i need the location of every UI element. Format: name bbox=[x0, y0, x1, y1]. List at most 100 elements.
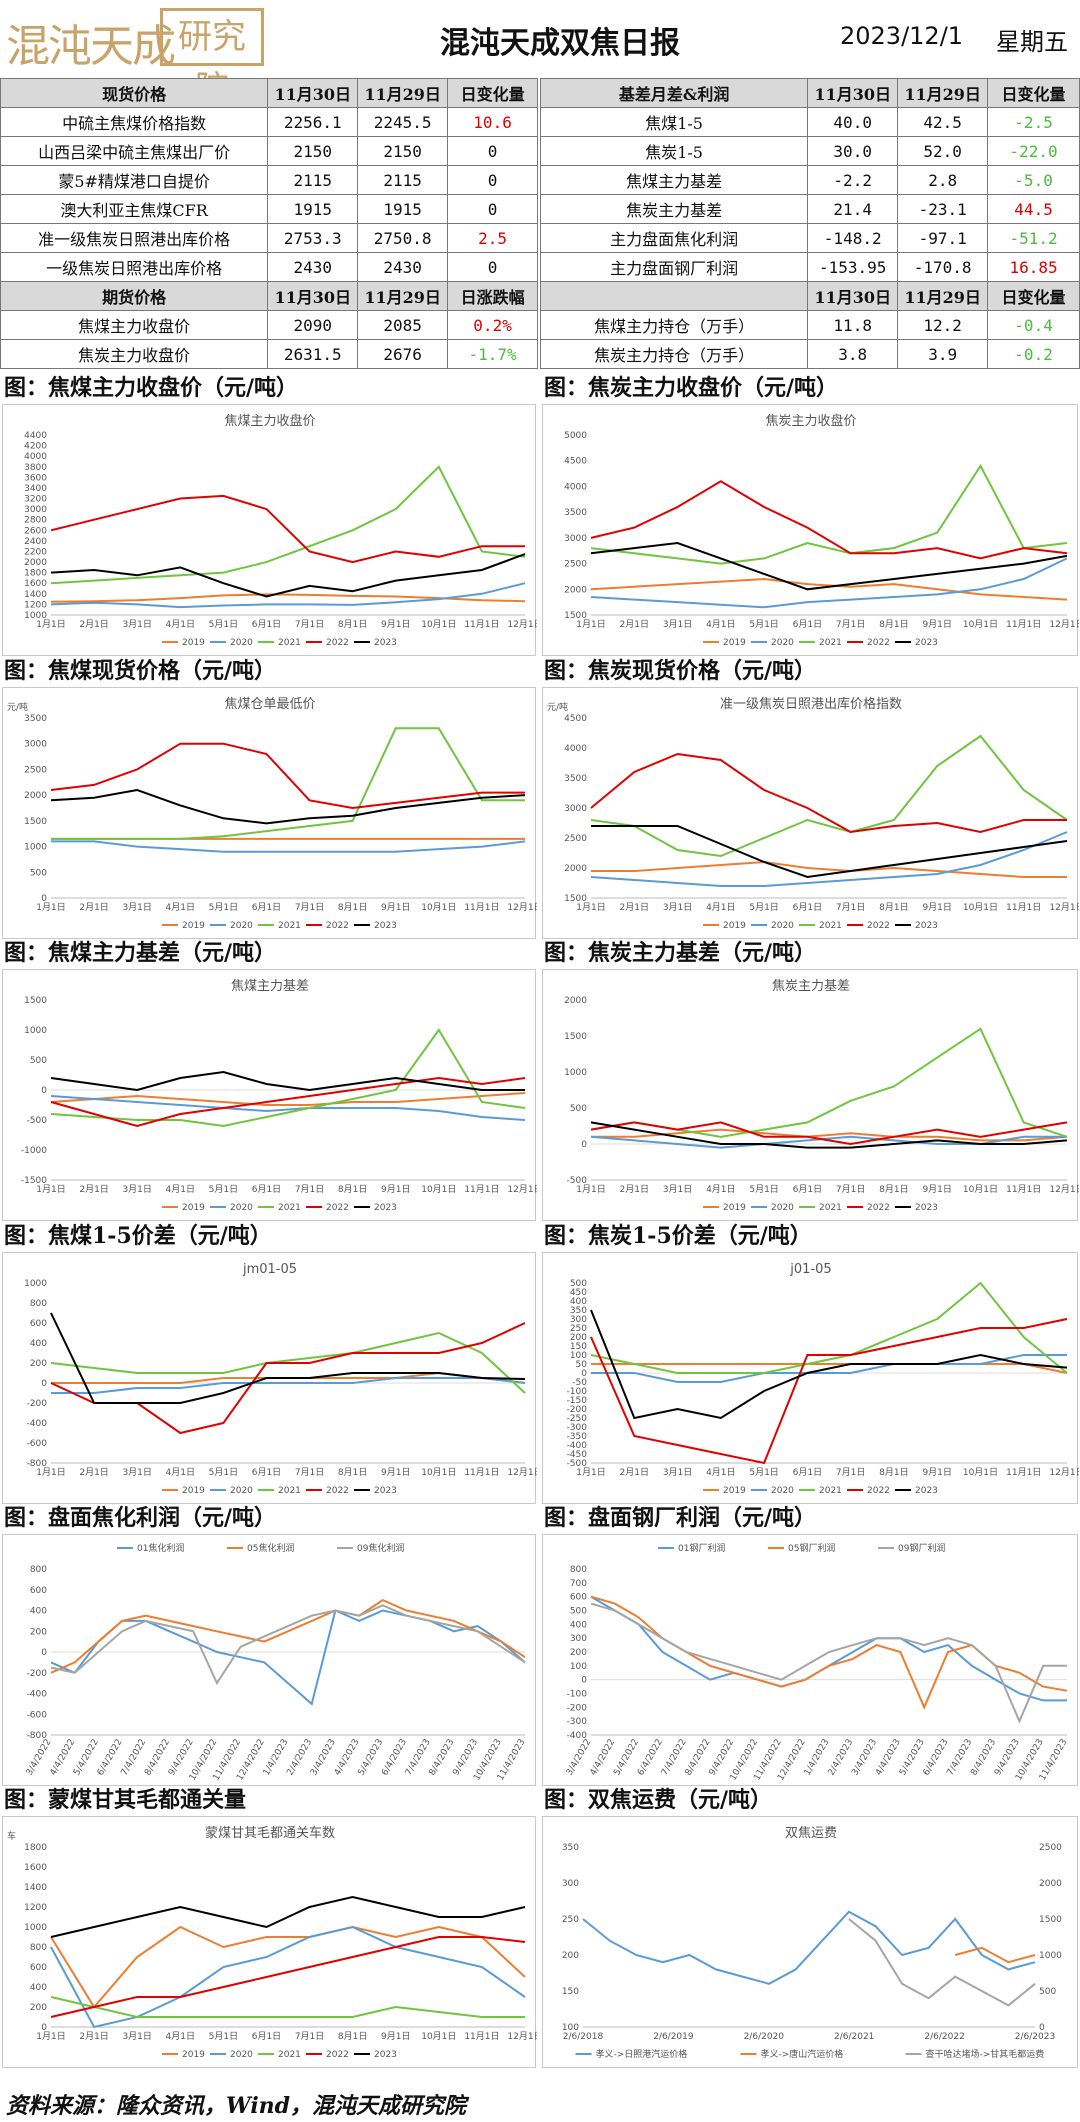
chart-title: 焦炭主力基差 bbox=[772, 979, 850, 994]
y-tick-label: 1800 bbox=[24, 1843, 47, 1853]
column-header: 日变化量 bbox=[987, 78, 1080, 108]
y-tick-label: 300 bbox=[562, 1879, 579, 1889]
spot-price-table: 现货价格 11月30日 11月29日 日变化量 中硫主焦煤价格指数 2256.1 2245.… bbox=[0, 78, 538, 369]
value-previous: 3.9 bbox=[897, 339, 989, 369]
legend-label: 09钢厂利润 bbox=[898, 1542, 945, 1554]
x-tick-label: 10月1日 bbox=[963, 902, 998, 913]
x-tick-label: 5月1日 bbox=[749, 1184, 778, 1195]
y-tick-label: 500 bbox=[570, 1607, 587, 1617]
row-label: 中硫主焦煤价格指数 bbox=[0, 107, 269, 137]
legend-label: 2020 bbox=[771, 1486, 794, 1496]
y-tick-label: 200 bbox=[30, 1359, 47, 1369]
chart-title: 焦煤主力基差 bbox=[231, 979, 309, 994]
row-label: 澳大利亚主焦煤CFR bbox=[0, 194, 269, 224]
y-tick-label: 500 bbox=[570, 1104, 587, 1114]
x-tick-label: 6月1日 bbox=[252, 1467, 281, 1478]
y2-tick-label: 1000 bbox=[1039, 1951, 1062, 1961]
legend-label: 2023 bbox=[374, 2050, 397, 2060]
y-tick-label: -300 bbox=[567, 1717, 588, 1727]
row-label: 焦煤主力收盘价 bbox=[0, 310, 269, 340]
legend-label: 2020 bbox=[230, 1486, 253, 1496]
section-title: 图：焦煤1-5价差（元/吨） bbox=[4, 1223, 272, 1249]
section-title: 图：双焦运费（元/吨） bbox=[544, 1787, 773, 1813]
x-tick-label: 12月1日 bbox=[1049, 619, 1079, 630]
y-tick-label: 2500 bbox=[24, 765, 47, 775]
legend-label: 2022 bbox=[867, 921, 890, 931]
legend-label: 2023 bbox=[915, 921, 938, 931]
y-tick-label: -300 bbox=[567, 1423, 588, 1433]
line-chart: 双焦运费 100 150 200 250 300 350 2/6/2018 2/6/2019 2/… bbox=[562, 1826, 1062, 2060]
value-current: 11.8 bbox=[807, 310, 899, 340]
line-chart: 蒙煤甘其毛都通关车数 车 0 200 400 600 800 1000 1200 1400 1600… bbox=[7, 1825, 537, 2060]
series-line-2020 bbox=[51, 1377, 526, 1394]
table-row: 山西吕梁中硫主焦煤出厂价 2150 2150 0 bbox=[0, 136, 538, 166]
series-line-2020 bbox=[591, 1354, 1067, 1383]
x-tick-label: 11月1日 bbox=[464, 2031, 499, 2042]
value-previous: -170.8 bbox=[897, 252, 989, 282]
y-tick-label: 0 bbox=[581, 1140, 587, 1150]
x-tick-label: 12月1日 bbox=[507, 619, 537, 630]
y-tick-label: 3200 bbox=[24, 495, 47, 505]
y-tick-label: 400 bbox=[30, 1339, 47, 1349]
x-tick-label: 1月1日 bbox=[36, 1184, 65, 1195]
x-tick-label: 2月1日 bbox=[79, 619, 108, 630]
logo-text-b: 研究院 bbox=[160, 8, 264, 109]
y-tick-label: 1000 bbox=[24, 611, 47, 621]
legend-label: 2021 bbox=[278, 1486, 301, 1496]
legend-label: 2023 bbox=[374, 1203, 397, 1213]
legend-label: 2020 bbox=[771, 921, 794, 931]
y-tick-label: 2200 bbox=[24, 547, 47, 557]
y-tick-label: 3500 bbox=[564, 508, 587, 518]
value-previous: 2676 bbox=[357, 339, 449, 369]
report-title: 混沌天成双焦日报 bbox=[440, 26, 680, 61]
series-line-2022 bbox=[590, 752, 1067, 834]
line-chart: 焦炭主力收盘价 1500 2000 2500 3000 3500 4000 4500 5000 1… bbox=[564, 413, 1079, 648]
section-title: 图：焦煤主力收盘价（元/吨） bbox=[4, 375, 299, 401]
y-tick-label: -400 bbox=[27, 1690, 48, 1700]
series-line-2021 bbox=[50, 465, 526, 585]
series-line-2023 bbox=[50, 788, 526, 825]
legend-label: 2020 bbox=[771, 638, 794, 648]
table-row: 蒙5#精煤港口自提价 2115 2115 0 bbox=[0, 165, 538, 195]
x-tick-label: 12月1日 bbox=[507, 902, 537, 913]
legend-label: 2021 bbox=[278, 2050, 301, 2060]
legend-label: 2020 bbox=[230, 921, 253, 931]
y-tick-label: 600 bbox=[30, 1319, 47, 1329]
y2-tick-label: 1500 bbox=[1039, 1915, 1062, 1925]
value-current: -153.95 bbox=[807, 252, 899, 282]
y-tick-label: 1500 bbox=[24, 996, 47, 1006]
row-label: 焦煤主力基差 bbox=[539, 165, 809, 195]
report-weekday: 星期五 bbox=[996, 28, 1068, 56]
x-tick-label: 6月1日 bbox=[252, 619, 281, 630]
report-date: 2023/12/1 bbox=[840, 22, 964, 50]
x-tick-label: 12月1日 bbox=[1049, 902, 1079, 913]
section-title: 图：盘面焦化利润（元/吨） bbox=[4, 1505, 277, 1531]
y-tick-label: 3600 bbox=[24, 473, 47, 483]
series-line-2020 bbox=[590, 831, 1068, 887]
x-tick-label: 8月1日 bbox=[879, 1467, 908, 1478]
legend-label: 2020 bbox=[230, 2050, 253, 2060]
y-tick-label: 400 bbox=[570, 1297, 587, 1307]
y-tick-label: 0 bbox=[581, 1369, 587, 1379]
series-line-2020 bbox=[51, 840, 526, 853]
value-current: 2256.1 bbox=[267, 107, 359, 137]
x-tick-label: 11月1日 bbox=[1006, 1184, 1041, 1195]
value-change: 2.5 bbox=[447, 223, 538, 253]
legend-label: 2021 bbox=[819, 1203, 842, 1213]
x-tick-label: 4月1日 bbox=[166, 1467, 195, 1478]
report-header: 混沌天成 研究院 混沌天成双焦日报 2023/12/1 星期五 bbox=[0, 0, 1080, 109]
y-tick-label: 0 bbox=[581, 1676, 587, 1686]
y-tick-label: 500 bbox=[570, 1279, 587, 1289]
value-change: -5.0 bbox=[987, 165, 1080, 195]
chart-panel: -400 -300 -200 -100 0 100 200 300 400 500 600 700 80… bbox=[542, 1534, 1078, 1786]
legend-label: 2019 bbox=[182, 638, 205, 648]
y-tick-label: -250 bbox=[567, 1414, 588, 1424]
x-tick-label: 2月1日 bbox=[620, 1467, 649, 1478]
legend-label: 2019 bbox=[723, 921, 746, 931]
x-tick-label: 2/6/2023 bbox=[1015, 2032, 1055, 2042]
legend-label: 2020 bbox=[230, 1203, 253, 1213]
y-tick-label: 800 bbox=[570, 1565, 587, 1575]
x-tick-label: 1月1日 bbox=[36, 2031, 65, 2042]
y-tick-label: 4400 bbox=[24, 431, 47, 441]
